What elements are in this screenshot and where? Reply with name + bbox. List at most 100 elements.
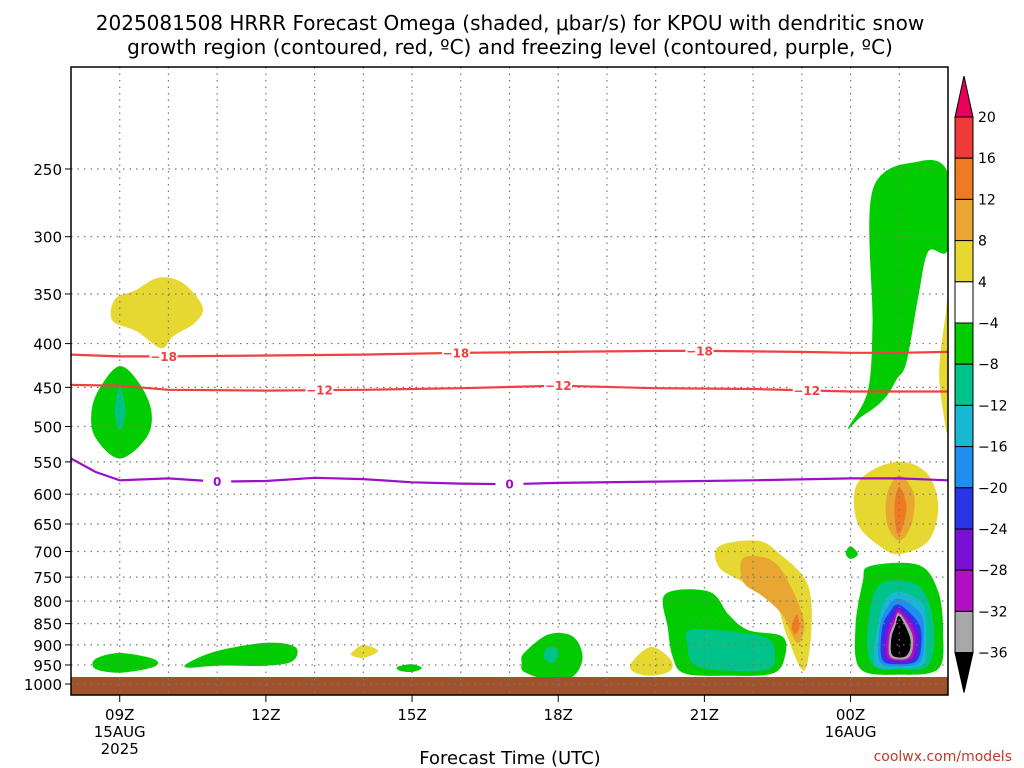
colorbar-label: 12 (978, 192, 996, 208)
omega-region-green-upper-right (848, 160, 948, 429)
y-tick-label-800: 800 (33, 593, 62, 611)
colorbar-label: 20 (978, 110, 996, 126)
omega-region-green-2330-small (845, 546, 858, 559)
contour-label--12: −12 (306, 384, 333, 398)
colorbar-swatch (954, 610, 974, 654)
colorbar-swatch (954, 487, 974, 530)
y-tick-label-550: 550 (33, 454, 62, 472)
contour-label-bg (149, 349, 178, 364)
omega-region-green-11z-low (184, 642, 298, 668)
omega-region-teal-09z (114, 387, 126, 431)
y-tick-label-450: 450 (33, 379, 62, 397)
omega-region-black-0130 (890, 615, 911, 658)
temperature-contours: −18 −18 −18 −12 −12 −12 0 0 (71, 343, 948, 492)
x-tick-label-21Z: 21Z (690, 706, 719, 724)
colorbar-label: −12 (978, 398, 1008, 414)
y-tick-label-750: 750 (33, 569, 62, 587)
chart-title-line-2: growth region (contoured, red, ºC) and f… (127, 35, 893, 59)
colorbar-swatch-bottom (954, 652, 974, 693)
grid-lines (71, 67, 948, 695)
chart-title-line-1: 2025081508 HRRR Forecast Omega (shaded, … (96, 11, 924, 35)
colorbar-label: −32 (978, 604, 1008, 620)
x-tick-label-15Z: 15Z (397, 706, 426, 724)
contour-line--12 (71, 383, 948, 393)
colorbar-label: 16 (978, 151, 996, 167)
omega-region-yellow-20z (629, 646, 673, 676)
x-tick-label-00Z: 00Z (836, 706, 865, 724)
omega-region-orange-2230 (740, 555, 805, 643)
colorbar-label: −8 (978, 357, 999, 373)
contour-label-bg (305, 383, 334, 398)
contour-label--12: −12 (793, 384, 820, 398)
y-tick-label-500: 500 (33, 418, 62, 436)
colorbar-label: −16 (978, 440, 1008, 456)
contour-label--12: −12 (545, 379, 572, 393)
colorbar-label: −36 (978, 646, 1008, 662)
contour-label-bg (792, 383, 821, 398)
colorbar-swatch (954, 198, 974, 242)
colorbar-swatch-top (954, 75, 974, 118)
omega-region-yellow-14z (350, 644, 378, 658)
omega-region-green-09z-low (92, 653, 159, 673)
y-tick-label-1000: 1000 (24, 676, 62, 694)
colorbar-swatch (954, 116, 974, 159)
colorbar-swatch (954, 157, 974, 200)
y-tick-label-250: 250 (33, 161, 62, 179)
x-tick-date-09Z: 15AUG (94, 723, 146, 741)
colorbar-label: −20 (978, 481, 1008, 497)
x-tick-year-09Z: 2025 (101, 740, 139, 758)
omega-region-yellow-10z (110, 277, 204, 349)
colorbar-swatch (954, 363, 974, 406)
omega-region-green-15z-small (396, 664, 422, 673)
colorbar-label: −28 (978, 563, 1008, 579)
colorbar-swatch (954, 281, 974, 324)
colorbar-swatch (954, 528, 974, 571)
colorbar-label: 8 (978, 234, 987, 250)
y-tick-label-300: 300 (33, 229, 62, 247)
colorbar-label: −4 (978, 316, 999, 332)
y-tick-label-350: 350 (33, 286, 62, 304)
y-tick-label-600: 600 (33, 486, 62, 504)
contour-label-bg (441, 345, 470, 360)
contour-label-0: 0 (505, 478, 513, 492)
y-tick-label-950: 950 (33, 657, 62, 675)
omega-region-darkorange-upper-right (894, 486, 907, 535)
omega-shading (91, 160, 948, 680)
omega-region-yellow-2230 (714, 540, 812, 671)
colorbar: 20 16 12 8 4 −4 −8 −12 −16 −20 −24 −28 −32 −36 (954, 75, 1008, 693)
x-tick-label-09Z: 09Z (105, 706, 134, 724)
x-tick-label-12Z: 12Z (251, 706, 280, 724)
colorbar-swatch (954, 446, 974, 489)
plot-frame (70, 66, 949, 696)
contour-line-0 (71, 457, 948, 486)
contour-label-bg (544, 378, 573, 393)
contour-label-bg (495, 477, 524, 492)
contour-label--18: −18 (686, 344, 713, 358)
colorbar-swatch (954, 569, 974, 612)
colorbar-label: −24 (978, 522, 1008, 538)
omega-region-yellow-right-edge (939, 296, 948, 433)
colorbar-label: 4 (978, 275, 987, 291)
contour-label--18: −18 (443, 346, 470, 360)
y-tick-label-400: 400 (33, 336, 62, 354)
y-tick-label-900: 900 (33, 637, 62, 655)
x-tick-label-18Z: 18Z (544, 706, 573, 724)
y-tick-label-700: 700 (33, 544, 62, 562)
omega-region-teal-18z (543, 646, 559, 664)
contour-label-bg (203, 474, 232, 489)
x-axis-label: Forecast Time (UTC) (419, 748, 600, 768)
colorbar-swatch (954, 240, 974, 283)
colorbar-swatch (954, 322, 974, 365)
credit-text: coolwx.com/models (874, 749, 1012, 765)
contour-label-0: 0 (213, 475, 221, 489)
y-tick-label-850: 850 (33, 616, 62, 634)
x-tick-date-00Z: 16AUG (825, 723, 877, 741)
y-tick-label-650: 650 (33, 516, 62, 534)
contour-label--18: −18 (150, 350, 177, 364)
contour-label-bg (685, 343, 714, 358)
omega-region-darkorange-2230 (792, 614, 800, 635)
colorbar-swatch (954, 404, 974, 448)
